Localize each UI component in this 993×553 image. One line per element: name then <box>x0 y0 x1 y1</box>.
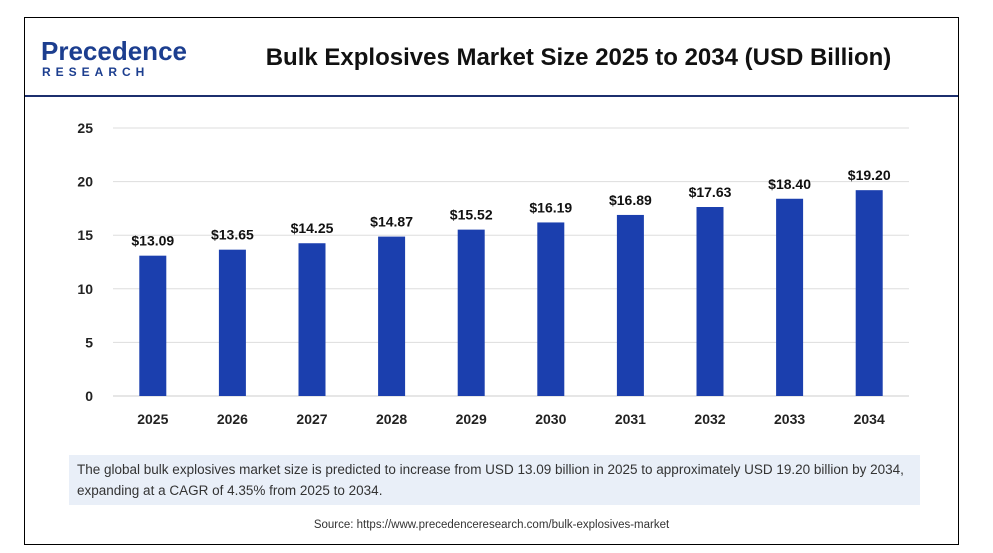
source-line: Source: https://www.precedenceresearch.c… <box>313 519 670 531</box>
x-tick-label: 2025 <box>137 411 168 427</box>
y-tick-label: 15 <box>77 227 93 243</box>
bar-2029 <box>457 229 485 396</box>
bar-2025 <box>139 255 167 396</box>
bar-chart: 0510152025$13.092025$13.652026$14.252027… <box>77 120 909 427</box>
y-tick-label: 0 <box>85 388 93 404</box>
x-tick-label: 2029 <box>456 411 487 427</box>
header: Precedence RESEARCH Bulk Explosives Mark… <box>25 18 958 97</box>
logo-graphic: Precedence RESEARCH <box>41 36 187 79</box>
precedence-research-logo: Precedence RESEARCH <box>41 36 191 80</box>
logo-word: Precedence <box>41 36 187 66</box>
y-tick-label: 20 <box>77 174 93 190</box>
bar-2026 <box>218 249 246 396</box>
summary-note: The global bulk explosives market size i… <box>69 455 920 505</box>
data-label: $16.89 <box>609 192 652 208</box>
logo-sub: RESEARCH <box>42 65 149 79</box>
x-tick-label: 2033 <box>774 411 805 427</box>
data-label: $14.25 <box>291 220 334 236</box>
x-tick-label: 2034 <box>854 411 885 427</box>
x-tick-label: 2027 <box>296 411 327 427</box>
x-tick-label: 2026 <box>217 411 248 427</box>
chart-title: Bulk Explosives Market Size 2025 to 2034… <box>265 44 892 71</box>
bar-2033 <box>776 198 804 396</box>
x-tick-label: 2032 <box>694 411 725 427</box>
data-label: $17.63 <box>689 184 732 200</box>
data-label: $18.40 <box>768 176 811 192</box>
y-tick-label: 25 <box>77 120 93 136</box>
bar-2034 <box>855 190 883 396</box>
x-tick-label: 2031 <box>615 411 646 427</box>
data-label: $13.09 <box>131 233 174 249</box>
data-label: $15.52 <box>450 207 493 223</box>
y-tick-label: 10 <box>77 281 93 297</box>
y-tick-label: 5 <box>85 334 93 350</box>
data-label: $16.19 <box>529 199 572 215</box>
bar-2031 <box>616 214 644 396</box>
data-label: $14.87 <box>370 214 413 230</box>
x-tick-label: 2030 <box>535 411 566 427</box>
bar-2032 <box>696 207 724 396</box>
data-label: $19.20 <box>848 167 891 183</box>
infographic-frame: Precedence RESEARCH Bulk Explosives Mark… <box>24 17 959 545</box>
bar-2028 <box>378 236 406 396</box>
data-label: $13.65 <box>211 227 254 243</box>
x-tick-label: 2028 <box>376 411 407 427</box>
bar-2027 <box>298 243 326 396</box>
bar-2030 <box>537 222 565 396</box>
chart-area: 0 5 10 15 20 25 $13.09 2025 $13.65 2026 $14.25 2027… <box>25 100 960 458</box>
